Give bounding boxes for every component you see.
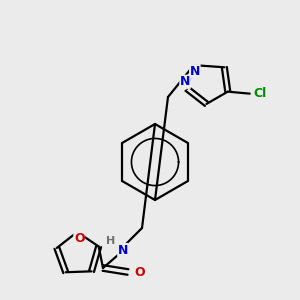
- Text: O: O: [74, 232, 85, 244]
- Text: O: O: [135, 266, 145, 278]
- Text: N: N: [118, 244, 128, 256]
- Text: N: N: [180, 75, 190, 88]
- Text: H: H: [106, 236, 116, 246]
- Text: N: N: [190, 64, 200, 78]
- Text: Cl: Cl: [253, 87, 266, 100]
